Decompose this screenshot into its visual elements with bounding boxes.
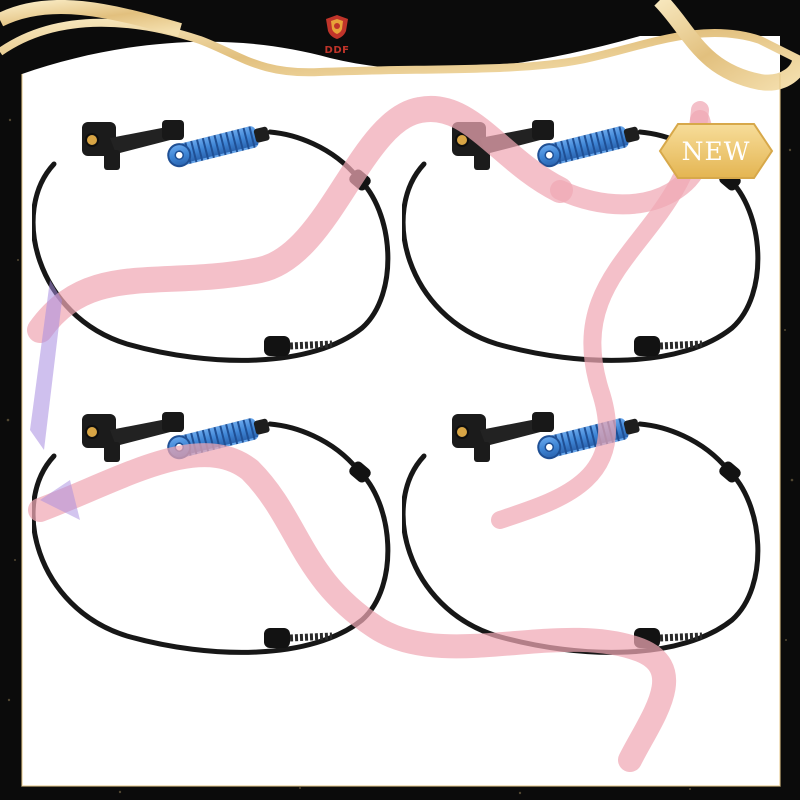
brand-logo: DDF [312, 14, 362, 56]
new-badge: NEW [658, 123, 774, 179]
new-badge-label: NEW [682, 137, 751, 166]
shield-icon [326, 15, 348, 39]
brand-logo-text: DDF [324, 45, 350, 56]
